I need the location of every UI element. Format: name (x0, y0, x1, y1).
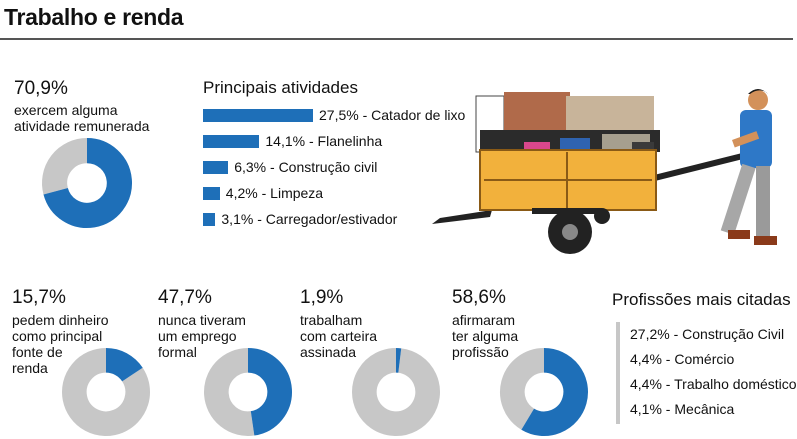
top-stat-value: 70,9% (14, 78, 68, 99)
activity-row: 3,1% - Carregador/estivador (203, 211, 397, 227)
bottom-stat-label: ter alguma (452, 328, 519, 344)
bottom-stat-label: um emprego (158, 328, 237, 344)
activity-separator: - (305, 133, 318, 149)
bottom-stat-label: trabalham (300, 312, 363, 328)
top-stat-line-2: atividade remunerada (14, 118, 150, 134)
bottom-stat-value: 15,7% (12, 287, 66, 308)
activity-separator: - (257, 185, 271, 201)
profession-name: Construção Civil (682, 326, 785, 342)
profession-item: 4,4% - Trabalho doméstico (630, 376, 797, 392)
bottom-stat-2-remainder-slice (204, 348, 255, 436)
bottom-stat-value: 47,7% (158, 287, 212, 308)
activity-label: 27,5% - Catador de lixo (319, 107, 465, 123)
profession-separator: - (661, 401, 675, 417)
top-stat-value-slice (43, 138, 132, 228)
profession-separator: - (661, 351, 675, 367)
bottom-stat-label: fonte de (12, 344, 63, 360)
activity-bar (203, 160, 229, 174)
profession-pct: 27,2% (630, 326, 670, 342)
profession-name: Comércio (674, 351, 735, 367)
activity-name: Carregador/estivador (265, 211, 398, 227)
profession-separator: - (669, 326, 683, 342)
activity-label: 14,1% - Flanelinha (265, 133, 382, 149)
activity-bar (203, 212, 216, 226)
activity-pct: 14,1% (265, 133, 306, 149)
bottom-stat-4-remainder-slice (500, 348, 545, 430)
profession-item: 4,1% - Mecânica (630, 401, 734, 417)
bottom-stat-label: pedem dinheiro (12, 312, 109, 328)
profession-pct: 4,4% (630, 376, 662, 392)
activity-row: 6,3% - Construção civil (203, 159, 377, 175)
bottom-stat-donut-chart (500, 348, 588, 436)
activity-separator: - (253, 211, 266, 227)
title-divider (0, 38, 793, 40)
bottom-stat-label: como principal (12, 328, 103, 344)
bottom-stat-label: assinada (300, 344, 357, 360)
activity-row: 4,2% - Limpeza (203, 185, 323, 201)
bottom-stat-label: com carteira (300, 328, 378, 344)
top-stat-remainder-slice (42, 138, 88, 195)
bottom-stat-4-value-slice (521, 348, 588, 436)
activity-pct: 6,3% (234, 159, 267, 175)
bottom-stat-donut-chart (352, 348, 440, 436)
activity-name: Catador de lixo (371, 107, 466, 123)
activity-bar (203, 134, 260, 148)
activity-name: Construção civil (278, 159, 378, 175)
activity-label: 3,1% - Carregador/estivador (221, 211, 397, 227)
activity-separator: - (358, 107, 372, 123)
professions-title: Profissões mais citadas (612, 290, 791, 309)
bottom-stat-value: 58,6% (452, 287, 506, 308)
activity-row: 27,5% - Catador de lixo (203, 107, 465, 123)
bottom-stat-label: formal (158, 344, 197, 360)
bottom-stat-label: afirmaram (452, 312, 516, 328)
activity-pct: 4,2% (225, 185, 258, 201)
bottom-stat-donut-chart (62, 348, 150, 436)
activity-bar (203, 186, 220, 200)
activity-pct: 3,1% (221, 211, 254, 227)
profession-item: 27,2% - Construção Civil (630, 326, 784, 342)
profession-separator: - (661, 376, 675, 392)
profession-pct: 4,4% (630, 351, 662, 367)
activity-row: 14,1% - Flanelinha (203, 133, 382, 149)
profession-pct: 4,1% (630, 401, 662, 417)
bottom-stat-2-value-slice (247, 348, 292, 436)
page-title: Trabalho e renda (4, 4, 184, 30)
activity-bar (203, 108, 313, 122)
profession-item: 4,4% - Comércio (630, 351, 734, 367)
bottom-stat-label: renda (12, 360, 48, 376)
bottom-stat-1-value-slice (105, 348, 143, 383)
profession-name: Trabalho doméstico (674, 376, 797, 392)
activity-separator: - (266, 159, 279, 175)
activity-pct: 27,5% (319, 107, 359, 123)
profession-name: Mecânica (674, 401, 735, 417)
activity-label: 4,2% - Limpeza (226, 185, 323, 201)
cart-illustration (432, 89, 777, 254)
bottom-stat-label: nunca tiveram (158, 312, 246, 328)
activity-name: Flanelinha (317, 133, 383, 149)
top-stat-line-1: exercem alguma (14, 102, 118, 118)
bottom-stat-value: 1,9% (300, 287, 344, 308)
bottom-stat-1-remainder-slice (62, 348, 150, 436)
bottom-stat-donut-chart (204, 348, 292, 436)
activity-name: Limpeza (270, 185, 324, 201)
activity-label: 6,3% - Construção civil (234, 159, 377, 175)
activities-title: Principais atividades (203, 78, 358, 97)
professions-list: 27,2% - Construção Civil 4,4% - Comércio 4… (616, 322, 797, 424)
bottom-stat-3-remainder-slice (352, 348, 440, 436)
bottom-stat-label: profissão (452, 344, 509, 360)
top-stat-donut-chart (42, 138, 132, 228)
